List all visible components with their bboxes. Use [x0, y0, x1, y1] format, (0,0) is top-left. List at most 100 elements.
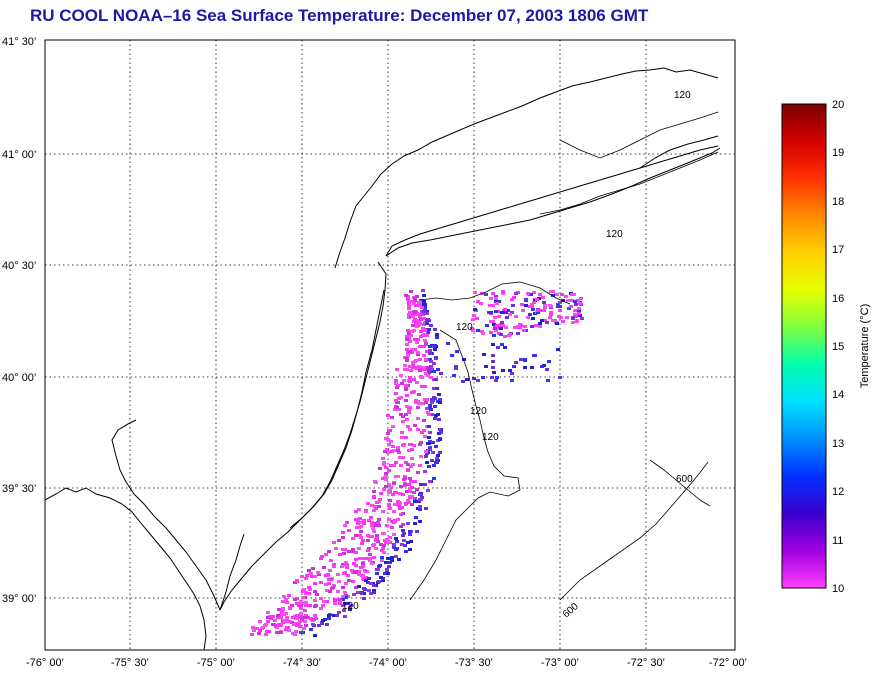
sst-pixel [335, 614, 339, 617]
sst-pixel [549, 311, 553, 314]
sst-pixel [480, 330, 484, 333]
sst-pixel [372, 490, 376, 493]
sst-pixel [430, 459, 434, 462]
sst-pixel [319, 607, 323, 610]
sst-pixel [405, 359, 409, 362]
sst-pixel [403, 475, 407, 478]
sst-pixel [392, 482, 396, 485]
sst-pixel [387, 503, 391, 506]
sst-pixel [406, 499, 410, 502]
sst-pixel [489, 331, 493, 334]
sst-pixel [416, 406, 420, 409]
sst-pixel [565, 316, 569, 319]
sst-pixel [362, 522, 366, 525]
sst-pixel [430, 413, 434, 416]
colorbar-tick-label: 10 [832, 583, 844, 595]
lat-tick-label: 40° 00’ [2, 372, 36, 384]
sst-pixel [504, 311, 508, 314]
sst-pixel [406, 329, 410, 332]
sst-pixel [561, 320, 565, 323]
isobath-label: 120 [482, 432, 499, 443]
sst-pixel [403, 368, 407, 371]
sst-pixel [359, 566, 363, 569]
sst-pixel [404, 384, 408, 387]
sst-pixel [406, 425, 410, 428]
sst-pixel [299, 615, 303, 618]
sst-pixel [430, 401, 434, 404]
sst-pixel [275, 631, 279, 634]
sst-pixel [337, 598, 341, 601]
sst-pixel [406, 354, 410, 357]
sst-pixel [391, 425, 395, 428]
sst-pixel [389, 464, 393, 467]
sst-pixel [302, 588, 306, 591]
sst-pixel [387, 483, 391, 486]
sst-pixel [300, 618, 304, 621]
sst-pixel [573, 300, 577, 303]
sst-pixel [411, 363, 415, 366]
sst-pixel [399, 396, 403, 399]
sst-pixel [435, 387, 439, 390]
sst-pixel [385, 568, 389, 571]
colorbar-label: Temperature (°C) [859, 304, 871, 388]
sst-pixel [495, 376, 499, 379]
sst-pixel [421, 327, 425, 330]
sst-pixel [363, 588, 367, 591]
sst-pixel [555, 322, 559, 325]
sst-pixel [536, 309, 540, 312]
sst-pixel [495, 324, 499, 327]
sst-pixel [392, 533, 396, 536]
sst-pixel [308, 604, 312, 607]
sst-pixel [405, 405, 409, 408]
sst-pixel [251, 626, 255, 629]
sst-pixel [343, 524, 347, 527]
sst-pixel [454, 365, 458, 368]
sst-pixel [570, 299, 574, 302]
sst-pixel [398, 502, 402, 505]
sst-pixel [508, 333, 512, 336]
sst-pixel [411, 315, 415, 318]
sst-pixel [327, 550, 331, 553]
sst-pixel [488, 304, 492, 307]
sst-pixel [408, 495, 412, 498]
sst-pixel [425, 350, 429, 353]
sst-pixel [362, 557, 366, 560]
sst-pixel [412, 378, 416, 381]
sst-pixel [462, 358, 466, 361]
sst-pixel [360, 592, 364, 595]
sst-pixel [428, 349, 432, 352]
sst-pixel [397, 504, 401, 507]
sst-pixel [423, 308, 427, 311]
sst-pixel [354, 570, 358, 573]
sst-pixel [514, 361, 518, 364]
colorbar-tick-label: 15 [832, 341, 844, 353]
sst-pixel [421, 289, 425, 292]
sst-pixel [404, 413, 408, 416]
sst-pixel [401, 420, 405, 423]
sst-pixel [538, 322, 542, 325]
sst-pixel [516, 325, 520, 328]
sst-pixel [351, 580, 355, 583]
sst-pixel [287, 594, 291, 597]
lat-tick-label: 40° 30’ [2, 260, 36, 272]
sst-pixel [358, 534, 362, 537]
sst-pixel [357, 547, 361, 550]
sst-pixel [345, 521, 349, 524]
sst-pixel [367, 547, 371, 550]
isobath-label: 120 [342, 601, 359, 612]
sst-pixel [396, 401, 400, 404]
sst-pixel [384, 478, 388, 481]
sst-pixel [428, 440, 432, 443]
sst-pixel [418, 358, 422, 361]
sst-pixel [337, 539, 341, 542]
sst-pixel [432, 464, 436, 467]
sst-pixel [407, 449, 411, 452]
sst-pixel [290, 604, 294, 607]
sst-pixel [403, 483, 407, 486]
sst-pixel [426, 331, 430, 334]
sst-pixel [567, 307, 571, 310]
sst-pixel [571, 317, 575, 320]
sst-pixel [344, 596, 348, 599]
sst-pixel [411, 361, 415, 364]
sst-pixel [337, 580, 341, 583]
